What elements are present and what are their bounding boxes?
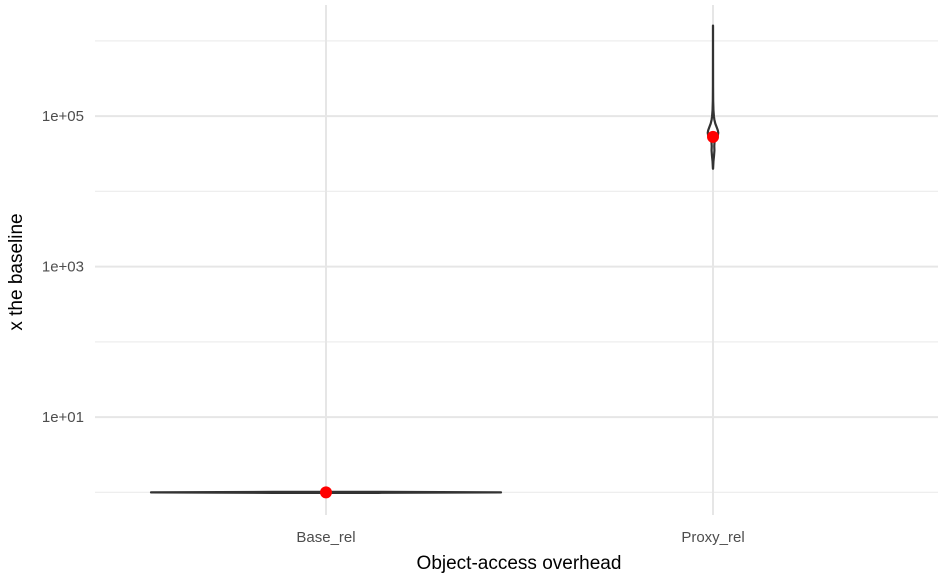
violins — [149, 24, 720, 494]
y-tick-label: 1e+01 — [42, 409, 84, 426]
violin-Proxy_rel — [706, 24, 720, 170]
y-tick-label: 1e+03 — [42, 259, 84, 276]
mean-point-Proxy_rel — [707, 130, 719, 143]
x-axis-ticks: Base_rel Proxy_rel — [296, 529, 744, 546]
mean-point-Base_rel — [320, 486, 332, 499]
x-tick-label: Base_rel — [296, 529, 355, 546]
y-axis-ticks: 1e+01 1e+03 1e+05 — [42, 108, 84, 426]
mean-points — [320, 130, 719, 499]
gridlines — [95, 5, 938, 515]
x-tick-label: Proxy_rel — [681, 529, 744, 546]
y-tick-label: 1e+05 — [42, 108, 84, 125]
y-axis-title: x the baseline — [6, 213, 27, 330]
x-axis-title: Object-access overhead — [417, 553, 622, 573]
